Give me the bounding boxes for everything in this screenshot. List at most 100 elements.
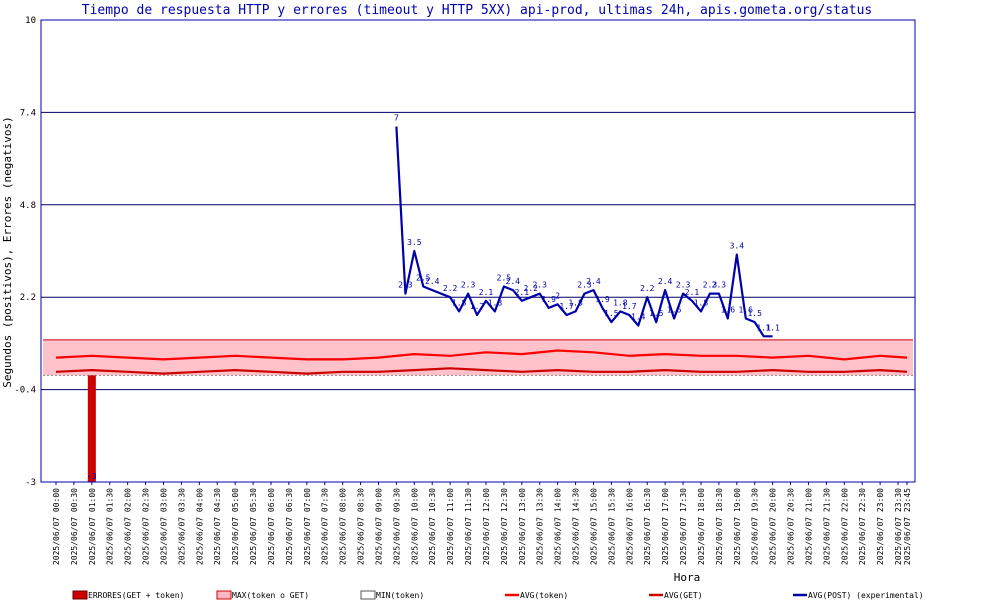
x-tick-label: 2025/06/07 02:00 xyxy=(124,488,133,565)
x-tick-label: 2025/06/07 21:00 xyxy=(804,488,813,565)
post-point-label: 7 xyxy=(394,114,399,123)
post-point-label: 1.8 xyxy=(452,298,467,307)
x-tick-label: 2025/06/07 13:00 xyxy=(518,488,527,565)
avg-token-line xyxy=(55,349,908,361)
x-tick-label: 2025/06/07 02:30 xyxy=(142,488,151,565)
x-tick-label: 2025/06/07 18:30 xyxy=(715,488,724,565)
legend-label: MIN(token) xyxy=(376,591,424,600)
y-tick-label: -3 xyxy=(25,478,36,488)
x-tick-label: 2025/06/07 10:30 xyxy=(428,488,437,565)
post-point-label: 2 xyxy=(555,291,560,300)
x-tick-label: 2025/06/07 04:30 xyxy=(213,488,222,565)
legend-swatch xyxy=(216,590,232,600)
post-point-label: 2.5 xyxy=(416,274,431,283)
post-point-label: 3.5 xyxy=(407,238,422,247)
avg-get-line xyxy=(55,367,908,375)
post-point-label: 2.2 xyxy=(443,284,458,293)
post-point-label: 2.4 xyxy=(658,277,673,286)
x-tick-label: 2025/06/07 22:30 xyxy=(858,488,867,565)
post-point-label: 2.4 xyxy=(506,277,521,286)
x-tick-label: 2025/06/07 12:30 xyxy=(500,488,509,565)
y-axis-label: Segundos (positivos), Errores (negativos… xyxy=(1,116,14,388)
legend-label: MAX(token o GET) xyxy=(232,591,309,600)
plot-frame xyxy=(40,19,916,483)
post-point-label: 2.3 xyxy=(703,281,718,290)
legend-label: ERRORES(GET + token) xyxy=(88,591,184,600)
x-tick-label: 2025/06/07 13:30 xyxy=(536,488,545,565)
post-point-label: 1.7 xyxy=(622,302,637,311)
legend-label: AVG(token) xyxy=(520,591,568,600)
post-point-label: 1.1 xyxy=(756,323,771,332)
post-point-label: 1.8 xyxy=(568,298,583,307)
x-tick-label: 2025/06/07 14:00 xyxy=(554,488,563,565)
post-point-label: 1.5 xyxy=(747,309,762,318)
x-tick-label: 2025/06/07 15:30 xyxy=(607,488,616,565)
y-tick-label: -0.4 xyxy=(14,386,36,396)
x-tick-label: 2025/06/07 17:30 xyxy=(679,488,688,565)
post-point-label: 2.3 xyxy=(532,281,547,290)
x-tick-label: 2025/06/07 08:00 xyxy=(339,488,348,565)
error-bar xyxy=(87,375,96,482)
x-tick-label: 2025/06/07 09:30 xyxy=(392,488,401,565)
post-point-label: 2.5 xyxy=(497,274,512,283)
legend-label: AVG(POST) (experimental) xyxy=(808,591,924,600)
post-point-label: 2.4 xyxy=(586,277,601,286)
post-point-label: 1.9 xyxy=(595,295,610,304)
x-tick-label: 2025/06/07 08:30 xyxy=(357,488,366,565)
error-bar-label: -3 xyxy=(87,472,97,481)
x-tick-label: 2025/06/07 01:00 xyxy=(88,488,97,565)
y-tick-label: 2.2 xyxy=(20,293,36,303)
y-tick-label: 4.8 xyxy=(20,201,36,211)
post-point-label: 1.4 xyxy=(631,313,646,322)
x-tick-label: 2025/06/07 00:30 xyxy=(70,488,79,565)
x-tick-label: 2025/06/07 15:00 xyxy=(589,488,598,565)
x-tick-label: 2025/06/07 18:00 xyxy=(697,488,706,565)
legend-swatch xyxy=(72,590,88,600)
x-tick-label: 2025/06/07 22:00 xyxy=(840,488,849,565)
x-tick-label: 2025/06/07 04:00 xyxy=(195,488,204,565)
chart-title: Tiempo de respuesta HTTP y errores (time… xyxy=(82,3,873,18)
post-point-label: 1.6 xyxy=(721,306,736,315)
x-tick-label: 2025/06/07 05:30 xyxy=(249,488,258,565)
x-tick-label: 2025/06/07 01:30 xyxy=(106,488,115,565)
x-tick-label: 2025/06/07 23:30 xyxy=(894,488,903,565)
post-point-label: 2.3 xyxy=(676,281,691,290)
post-point-label: 1.8 xyxy=(488,298,503,307)
post-point-label: 1.1 xyxy=(765,323,780,332)
post-point-label: 2.1 xyxy=(479,288,494,297)
x-tick-label: 2025/06/07 20:30 xyxy=(787,488,796,565)
post-point-label: 2.1 xyxy=(515,288,530,297)
x-tick-label: 2025/06/07 17:00 xyxy=(661,488,670,565)
post-point-label: 2.3 xyxy=(461,281,476,290)
x-tick-label: 2025/06/07 07:30 xyxy=(321,488,330,565)
post-point-label: 2.3 xyxy=(577,281,592,290)
post-point-label: 1.8 xyxy=(613,298,628,307)
post-point-label: 2.2 xyxy=(640,284,655,293)
x-axis-label: Hora xyxy=(674,571,701,584)
legend-swatch xyxy=(360,590,376,600)
x-tick-label: 2025/06/07 12:00 xyxy=(482,488,491,565)
legend-label: AVG(GET) xyxy=(664,591,703,600)
post-point-label: 1.5 xyxy=(649,309,664,318)
post-point-label: 2.3 xyxy=(712,281,727,290)
x-tick-label: 2025/06/07 14:30 xyxy=(572,488,581,565)
y-tick-label: 7.4 xyxy=(20,108,36,118)
post-point-label: 1.6 xyxy=(667,306,682,315)
post-point-label: 2.4 xyxy=(425,277,440,286)
post-point-label: 2.3 xyxy=(398,281,413,290)
x-tick-label: 2025/06/07 00:00 xyxy=(52,488,61,565)
post-point-label: 1.7 xyxy=(470,302,485,311)
x-tick-label: 2025/06/07 06:00 xyxy=(267,488,276,565)
post-point-label: 2.2 xyxy=(524,284,539,293)
x-tick-label: 2025/06/07 23:00 xyxy=(876,488,885,565)
post-point-label: 2.1 xyxy=(685,288,700,297)
x-tick-label: 2025/06/07 20:00 xyxy=(769,488,778,565)
post-point-label: 3.4 xyxy=(730,242,745,251)
post-point-label: 1.8 xyxy=(694,298,709,307)
post-point-label: 1.7 xyxy=(559,302,574,311)
x-tick-label: 2025/06/07 11:00 xyxy=(446,488,455,565)
avg-post-line xyxy=(395,126,773,338)
x-tick-label: 2025/06/07 05:00 xyxy=(231,488,240,565)
y-tick-label: 10 xyxy=(25,16,36,26)
